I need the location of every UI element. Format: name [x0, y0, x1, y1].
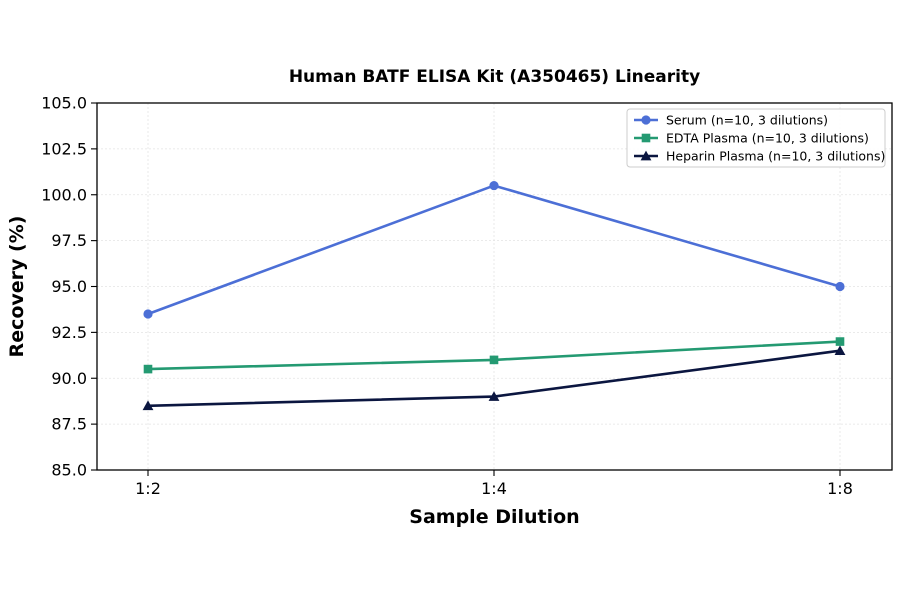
- y-tick-label: 90.0: [51, 369, 87, 388]
- y-tick-label: 105.0: [41, 94, 87, 113]
- data-point: [835, 281, 845, 292]
- legend-entry: Heparin Plasma (n=10, 3 dilutions): [634, 149, 885, 164]
- legend: Serum (n=10, 3 dilutions) EDTA Plasma (n=…: [626, 108, 886, 168]
- data-point: [489, 355, 499, 365]
- legend-marker: [641, 115, 651, 125]
- legend-label: Heparin Plasma (n=10, 3 dilutions): [666, 149, 885, 164]
- data-point: [488, 391, 500, 401]
- legend-label: EDTA Plasma (n=10, 3 dilutions): [666, 131, 869, 146]
- legend-marker: [640, 150, 652, 161]
- y-tick-label: 102.5: [41, 139, 87, 158]
- data-point: [489, 180, 499, 191]
- data-point: [142, 400, 154, 411]
- series-layer: [142, 180, 846, 411]
- x-tick-label: 1:4: [481, 479, 507, 498]
- legend-entry: EDTA Plasma (n=10, 3 dilutions): [634, 131, 869, 146]
- axes: 85.0 87.5 90.0 92.5 95.0 97.5 100.0 102.5 105.0 1…: [41, 94, 853, 499]
- y-axis-label: Recovery (%): [6, 216, 28, 358]
- y-tick-label: 100.0: [41, 185, 87, 204]
- x-tick-label: 1:8: [827, 479, 853, 498]
- data-point: [834, 345, 846, 356]
- data-point: [143, 364, 153, 374]
- series-2: [143, 337, 845, 374]
- data-point: [835, 337, 845, 346]
- x-axis-label: Sample Dilution: [409, 506, 579, 528]
- legend-label: Serum (n=10, 3 dilutions): [666, 113, 828, 128]
- legend-box: [626, 108, 886, 168]
- legend-marker: [641, 133, 651, 143]
- data-point: [143, 309, 153, 319]
- x-tick-label: 1:2: [135, 479, 161, 498]
- series-3: [142, 345, 846, 411]
- y-tick-label: 85.0: [51, 461, 87, 480]
- legend-entry: Serum (n=10, 3 dilutions): [634, 113, 828, 128]
- y-tick-label: 95.0: [51, 277, 87, 296]
- y-tick-label: 87.5: [51, 415, 87, 434]
- chart-title: Human BATF ELISA Kit (A350465) Linearity: [289, 67, 700, 87]
- y-tick-label: 97.5: [51, 231, 87, 250]
- series-1: [143, 180, 845, 319]
- y-tick-label: 92.5: [51, 323, 87, 342]
